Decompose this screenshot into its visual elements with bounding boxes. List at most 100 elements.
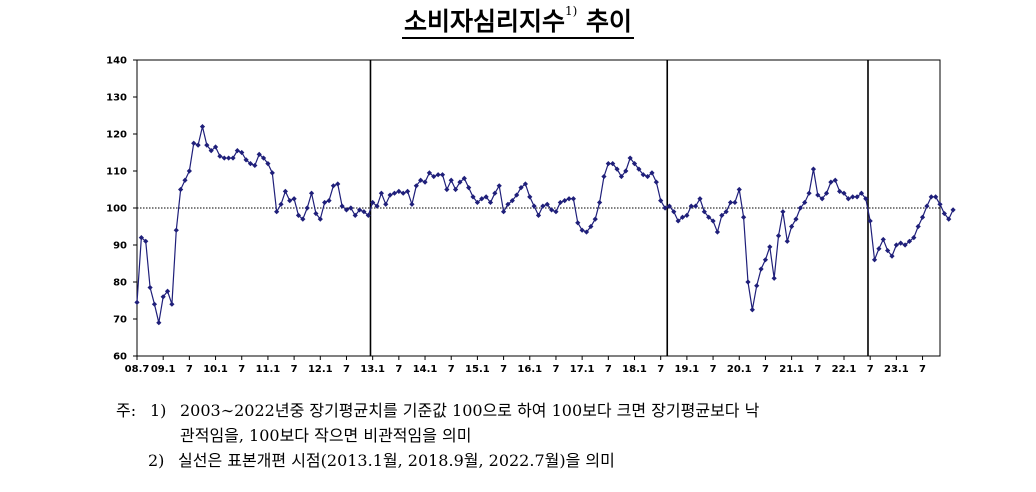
data-point [845,196,851,202]
y-tick-label: 80 [113,278,127,289]
data-point [531,203,537,209]
data-point [540,203,546,209]
data-point [169,301,175,307]
data-point [697,196,703,202]
data-point [335,181,341,187]
x-tick-label: 23.1 [884,364,909,375]
data-point [579,227,585,233]
x-tick-label: 7 [238,364,245,375]
data-point [496,183,502,189]
data-point [701,209,707,215]
data-point [422,179,428,185]
data-point [234,148,240,154]
y-tick-label: 120 [106,130,127,141]
data-point [911,235,917,241]
x-tick-label: 21.1 [779,364,804,375]
x-tick-label: 09.1 [151,364,176,375]
data-point [858,190,865,196]
data-point [789,223,795,230]
data-point [653,179,659,185]
data-point [470,194,476,200]
data-point [562,198,568,204]
data-point [361,209,367,215]
data-point [871,257,878,263]
data-point [522,181,529,187]
data-point [404,188,411,194]
data-point [378,190,384,196]
data-point [527,194,533,200]
y-tick-label: 70 [113,315,127,326]
x-tick-label: 12.1 [308,364,333,375]
data-point [885,247,891,254]
data-point [191,140,197,146]
data-point [256,151,262,157]
data-point [291,196,297,202]
series-markers [134,124,956,326]
data-point [138,235,144,241]
footnotes: 주: 1) 2003∼2022년중 장기평균치를 기준값 100으로 하여 100보… [116,398,759,473]
data-point [178,186,184,193]
x-tick-label: 10.1 [203,364,228,375]
x-tick-label: 17.1 [570,364,595,375]
x-tick-label: 7 [291,364,298,375]
data-point [631,161,638,167]
data-point [640,172,646,178]
x-tick-label: 7 [762,364,769,375]
data-point [941,210,947,217]
data-point [252,162,258,169]
data-point [636,166,642,172]
data-point [658,198,664,204]
data-point [854,194,860,200]
data-point [719,212,725,218]
data-point [898,240,904,246]
y-tick-label: 100 [106,204,127,215]
data-point [444,186,450,193]
data-point [679,214,686,220]
data-point [212,144,219,150]
data-point [287,198,293,204]
data-point [946,216,952,222]
data-point [623,168,629,174]
chart-title-main: 소비자심리지수 [403,7,565,36]
footnote-1-number: 1) [150,401,167,420]
chart-title: 소비자심리지수1) 추이 [0,2,1036,39]
data-point [867,218,873,224]
data-point [745,279,751,285]
data-point [343,207,350,213]
data-point [352,212,358,218]
data-point [693,203,699,209]
x-tick-label: 14.1 [413,364,438,375]
x-tick-label: 18.1 [622,364,647,375]
y-tick-label: 140 [106,56,127,67]
data-point [823,190,830,196]
series-line [136,126,954,323]
data-point [308,190,315,196]
x-tick-label: 7 [186,364,193,375]
data-point [710,218,716,224]
y-tick-label: 130 [106,93,127,104]
data-point [902,242,908,248]
data-point [269,170,275,176]
data-point [239,149,245,156]
data-point [832,177,838,183]
data-point [383,201,389,207]
data-point [919,214,926,220]
data-point [828,179,834,185]
data-point [863,196,869,202]
data-point [588,223,594,230]
data-point [605,161,611,167]
data-point [426,170,432,176]
x-tick-label: 08.7 [125,364,150,375]
data-point [173,227,179,233]
data-point [810,166,817,172]
data-point [151,301,158,307]
data-point [391,190,398,196]
data-point [793,216,799,222]
data-point [186,168,192,174]
data-point [313,210,319,217]
data-point [675,218,681,224]
data-point [610,161,616,167]
footnote-prefix: 주: [116,401,137,420]
data-point [850,194,856,200]
data-point [771,275,777,281]
